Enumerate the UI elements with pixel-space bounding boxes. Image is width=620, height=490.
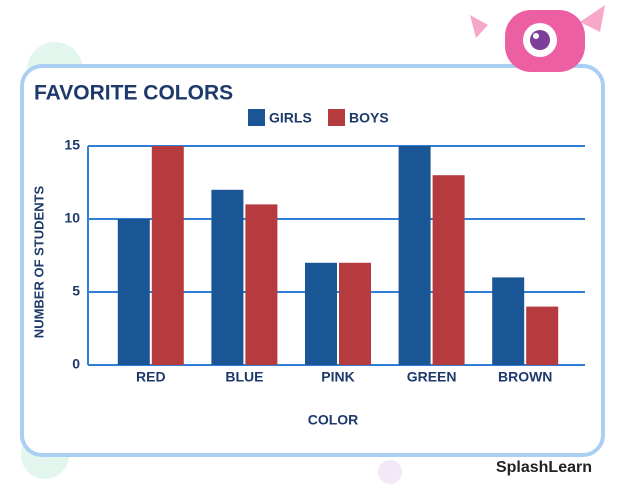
bar bbox=[339, 262, 371, 365]
legend-label: BOYS bbox=[349, 110, 389, 126]
x-tick-label: GREEN bbox=[407, 369, 457, 385]
y-tick-label: 0 bbox=[72, 356, 80, 372]
bar bbox=[305, 262, 337, 365]
legend-label: GIRLS bbox=[269, 110, 312, 126]
bar bbox=[151, 146, 184, 365]
bar bbox=[211, 189, 244, 365]
x-tick-label: PINK bbox=[321, 369, 354, 385]
y-axis-label: NUMBER OF STUDENTS bbox=[31, 185, 46, 338]
decoration bbox=[378, 460, 402, 484]
x-tick-label: RED bbox=[136, 369, 166, 385]
chart-title: FAVORITE COLORS bbox=[34, 82, 233, 105]
legend-swatch bbox=[248, 109, 265, 126]
bar bbox=[245, 204, 278, 365]
legend-swatch bbox=[328, 109, 345, 126]
x-tick-label: BLUE bbox=[225, 369, 263, 385]
bar bbox=[526, 306, 559, 365]
x-axis-label: COLOR bbox=[308, 412, 359, 428]
y-tick-label: 15 bbox=[64, 137, 80, 153]
bar bbox=[432, 175, 465, 365]
bar bbox=[492, 277, 525, 365]
bar bbox=[117, 219, 150, 365]
brand: SplashLearn bbox=[496, 459, 592, 476]
bar bbox=[398, 146, 431, 365]
y-tick-label: 5 bbox=[72, 283, 80, 299]
mascot bbox=[470, 5, 605, 72]
x-tick-label: BROWN bbox=[498, 369, 552, 385]
y-tick-label: 10 bbox=[64, 210, 80, 226]
frame bbox=[20, 64, 605, 457]
